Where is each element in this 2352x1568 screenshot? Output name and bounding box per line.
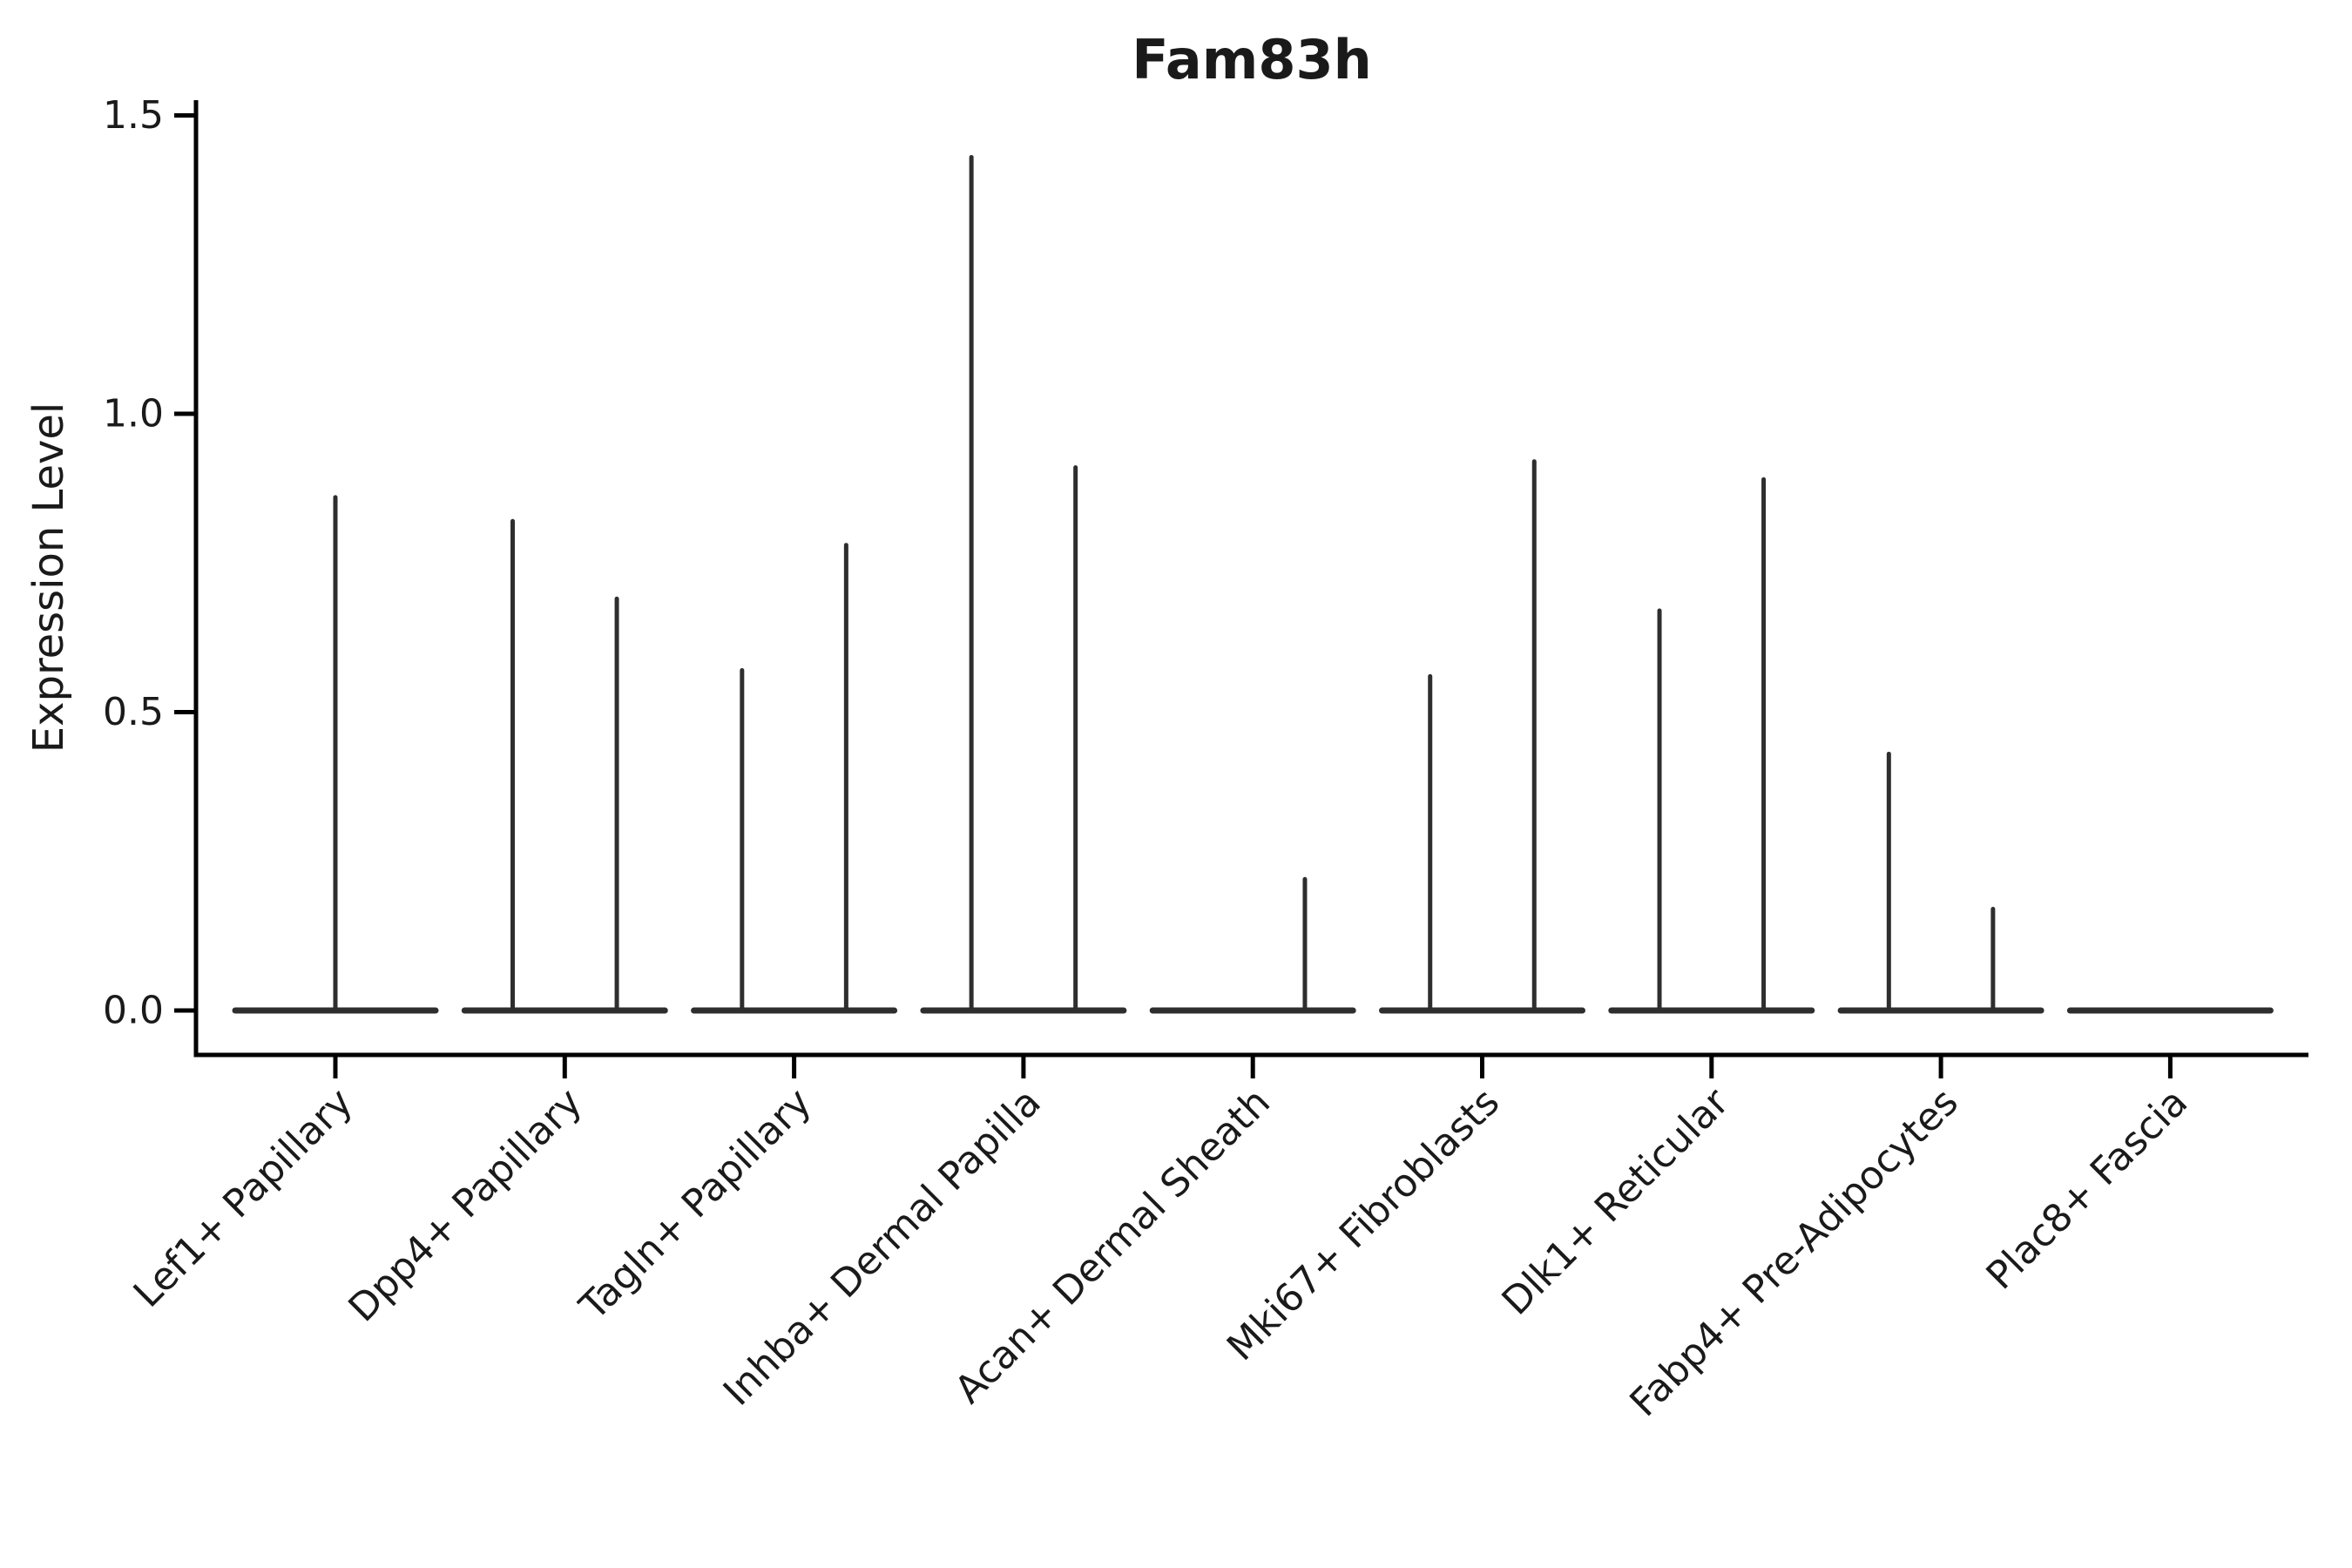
violin bbox=[461, 518, 668, 1014]
y-tick-label: 0.0 bbox=[103, 989, 164, 1033]
x-category-label: Lef1+ Papillary bbox=[125, 1080, 362, 1316]
violin bbox=[1379, 459, 1585, 1014]
y-tick-label: 0.5 bbox=[103, 690, 164, 734]
y-tick-label: 1.0 bbox=[103, 392, 164, 436]
x-category-label: Dpp4+ Papillary bbox=[340, 1080, 591, 1331]
violin bbox=[920, 154, 1127, 1014]
x-category-label: Tagln+ Papillary bbox=[571, 1080, 820, 1329]
violin bbox=[1149, 876, 1356, 1014]
x-category-label: Plac8+ Fascia bbox=[1978, 1080, 2197, 1299]
y-tick-label: 1.5 bbox=[103, 93, 164, 138]
chart-title: Fam83h bbox=[1132, 28, 1372, 91]
violin bbox=[1608, 476, 1815, 1014]
violin bbox=[232, 495, 439, 1014]
x-category-label: Dlk1+ Reticular bbox=[1494, 1079, 1739, 1324]
violin bbox=[691, 543, 898, 1014]
violin-layer bbox=[232, 154, 2274, 1014]
axes-layer: 0.0 0.5 1.0 1.5 bbox=[103, 93, 2308, 1078]
y-axis-label: Expression Level bbox=[24, 402, 73, 754]
violin bbox=[1837, 751, 2044, 1014]
